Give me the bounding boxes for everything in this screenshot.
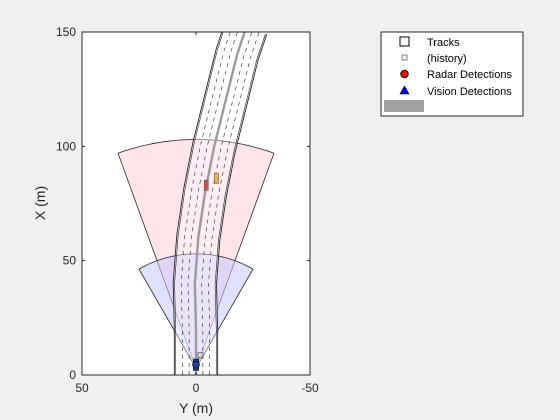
x-axis-label: Y (m) xyxy=(179,400,213,416)
road-edge-inner-left xyxy=(174,32,224,375)
plot-content xyxy=(117,32,275,375)
y-tick-label-3: 150 xyxy=(56,25,76,39)
legend[interactable]: Tracks (history) Radar Detections Vision… xyxy=(380,31,524,117)
lane-line-1 xyxy=(201,32,253,375)
legend-tracks-marker xyxy=(399,36,410,47)
legend-radar-marker xyxy=(400,69,409,79)
x-tick-label-0: 50 xyxy=(75,381,89,395)
legend-vision-label: Vision Detections xyxy=(427,86,512,98)
lane-line-0 xyxy=(208,32,260,375)
lane-line-2 xyxy=(187,32,238,375)
road-edge-right xyxy=(216,34,268,375)
road-center-line xyxy=(193,32,246,375)
y-tick-label-0: 0 xyxy=(69,368,76,382)
legend-tracks-label: Tracks xyxy=(427,37,460,49)
legend-history-marker xyxy=(401,54,408,61)
target-vehicle-1 xyxy=(214,172,219,184)
y-tick-label-2: 100 xyxy=(56,139,76,153)
ego-track-box xyxy=(197,352,204,359)
legend-history-label: (history) xyxy=(427,53,467,65)
target-vehicle-0 xyxy=(203,179,209,191)
road-edge-inner-right xyxy=(214,33,266,375)
legend-radar-label: Radar Detections xyxy=(427,69,512,81)
y-tick-label-1: 50 xyxy=(63,254,77,268)
road-edge-left xyxy=(172,32,223,375)
y-axis-label: X (m) xyxy=(32,186,48,220)
legend-gray-patch xyxy=(384,100,424,112)
x-tick-label-2: -50 xyxy=(301,381,319,395)
x-tick-label-1: 0 xyxy=(193,381,200,395)
lane-line-3 xyxy=(180,32,231,375)
legend-vision-marker xyxy=(399,85,410,95)
ego-vehicle-marker xyxy=(192,360,200,369)
